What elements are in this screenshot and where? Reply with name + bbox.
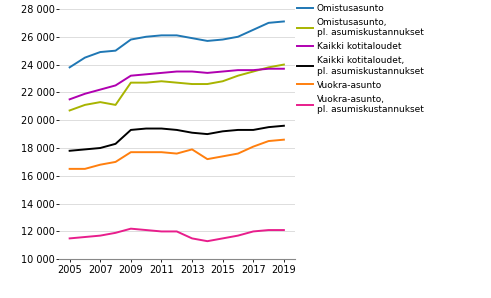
- Legend: Omistusasunto, Omistusasunto,
pl. asumiskustannukset, Kaikki kotitaloudet, Kaikk: Omistusasunto, Omistusasunto, pl. asumis…: [297, 4, 424, 114]
